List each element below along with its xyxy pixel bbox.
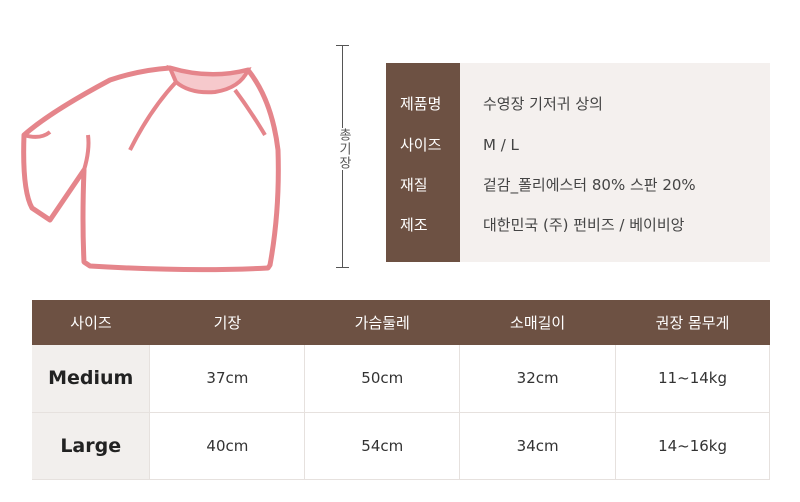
table-cell: 11~14kg xyxy=(615,345,770,413)
product-info-panel: 제품명 수영장 기저귀 상의 사이즈 M / L 재질 겉감_폴리에스터 80% 스판… xyxy=(386,63,770,262)
header-cell: 권장 몸무게 xyxy=(615,300,770,345)
header-cell: 소매길이 xyxy=(459,300,616,345)
size-table: 사이즈 기장 가슴둘레 소매길이 권장 몸무게 Medium 37cm 50cm… xyxy=(32,300,770,480)
info-value: M / L xyxy=(483,136,519,154)
info-key: 제품명 xyxy=(400,95,442,113)
sleeve-cuff xyxy=(23,130,91,171)
info-row: 제품명 수영장 기저귀 상의 xyxy=(386,89,770,119)
table-header: 사이즈 기장 가슴둘레 소매길이 권장 몸무게 xyxy=(32,300,770,345)
info-value: 수영장 기저귀 상의 xyxy=(483,95,603,113)
table-cell: 37cm xyxy=(149,345,306,413)
length-label: 총기장 xyxy=(334,128,352,170)
table-row: Medium 37cm 50cm 32cm 11~14kg xyxy=(32,345,770,413)
info-label-column xyxy=(386,63,460,262)
dimension-cap-bottom xyxy=(336,267,349,268)
info-row: 제조 대한민국 (주) 펀비즈 / 베이비앙 xyxy=(386,210,770,240)
info-value: 대한민국 (주) 펀비즈 / 베이비앙 xyxy=(483,216,685,234)
collar xyxy=(166,64,252,95)
info-row: 사이즈 M / L xyxy=(386,130,770,160)
shirt-outline xyxy=(21,65,281,273)
table-row: Large 40cm 54cm 34cm 14~16kg xyxy=(32,412,770,480)
raglan-seam xyxy=(128,80,267,151)
table-cell: 34cm xyxy=(459,412,617,480)
shirt-diagram xyxy=(21,64,281,273)
header-cell: 사이즈 xyxy=(32,300,150,345)
header-cell: 기장 xyxy=(149,300,305,345)
table-cell: 50cm xyxy=(304,345,461,413)
size-cell: Large xyxy=(32,412,151,480)
info-key: 제조 xyxy=(400,216,428,234)
info-row: 재질 겉감_폴리에스터 80% 스판 20% xyxy=(386,170,770,200)
info-key: 재질 xyxy=(400,176,428,194)
table-cell: 32cm xyxy=(459,345,617,413)
info-key: 사이즈 xyxy=(400,136,442,154)
table-cell: 40cm xyxy=(149,412,306,480)
table-cell: 14~16kg xyxy=(615,412,770,480)
size-cell: Medium xyxy=(32,345,151,413)
info-value: 겉감_폴리에스터 80% 스판 20% xyxy=(483,176,696,194)
header-cell: 가슴둘레 xyxy=(304,300,460,345)
table-cell: 54cm xyxy=(304,412,461,480)
dimension-cap-top xyxy=(336,45,349,46)
